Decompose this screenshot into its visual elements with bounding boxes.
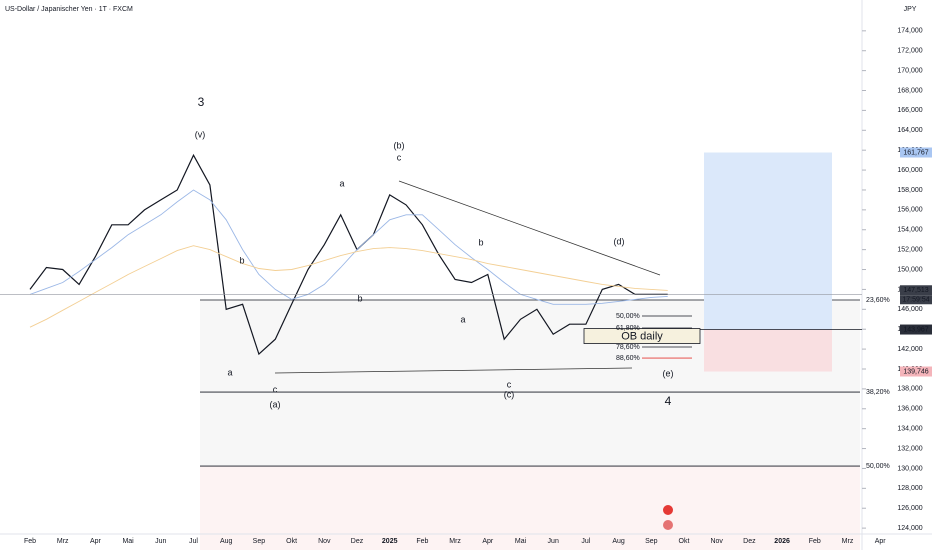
x-tick-label: Feb [809, 538, 821, 545]
x-tick-label: Jul [581, 538, 590, 545]
y-tick-label: 136,000 [897, 406, 922, 413]
y-tick-label: 172,000 [897, 48, 922, 55]
x-tick-label: Jun [155, 538, 166, 545]
wave-label: (b) [394, 140, 405, 150]
y-tick-label: 138,000 [897, 386, 922, 393]
price-tag-label: 139,746 [903, 368, 928, 375]
y-tick-label: 150,000 [897, 266, 922, 273]
wave-label: b [239, 255, 244, 265]
y-tick-label: 166,000 [897, 107, 922, 114]
ob-label: OB daily [621, 330, 663, 342]
y-tick-label: 146,000 [897, 306, 922, 313]
fib-extension-label: 78,60% [616, 344, 640, 351]
x-tick-label: Okt [679, 538, 690, 545]
trendline [274, 367, 633, 374]
event-icon [663, 520, 673, 530]
x-tick-label: Apr [90, 538, 102, 545]
x-tick-label: Dez [351, 538, 364, 545]
chart-title: US-Dollar / Japanischer Yen · 1T · FXCM [5, 6, 133, 13]
x-tick-label: 2026 [774, 538, 790, 545]
y-tick-label: 142,000 [897, 346, 922, 353]
x-tick-label: Aug [612, 538, 625, 545]
x-tick-label: Nov [318, 538, 331, 545]
fib-label: 38,20% [866, 389, 890, 396]
y-tick-label: 132,000 [897, 445, 922, 452]
event-icon [663, 505, 673, 515]
price-tag-label: 161,767 [903, 149, 928, 156]
x-tick-label: Sep [253, 538, 266, 545]
x-tick-label: Feb [24, 538, 36, 545]
wave-label: 3 [198, 95, 205, 109]
price-tag-label: 147,513 [903, 287, 928, 294]
x-tick-label: Dez [743, 538, 756, 545]
x-tick-label: Mrz [842, 538, 854, 545]
y-tick-label: 168,000 [897, 87, 922, 94]
x-tick-label: Sep [645, 538, 658, 545]
wave-label: b [478, 237, 483, 247]
fib-label: 23,60% [866, 297, 890, 304]
y-tick-label: 154,000 [897, 227, 922, 234]
x-tick-label: Mrz [57, 538, 69, 545]
price-line [29, 189, 668, 305]
target-zone [704, 152, 832, 330]
wave-label: 4 [665, 394, 672, 408]
wave-label: c [397, 152, 402, 162]
wave-label: (c) [504, 389, 515, 399]
stop-zone [704, 329, 832, 372]
fib-extension-label: 88,60% [616, 355, 640, 362]
fib-label: 50,00% [866, 463, 890, 470]
wave-label: (e) [663, 368, 674, 378]
x-tick-label: Nov [710, 538, 723, 545]
x-tick-label: Apr [875, 538, 887, 545]
y-tick-label: 164,000 [897, 127, 922, 134]
y-tick-label: 158,000 [897, 187, 922, 194]
wave-label: (v) [195, 129, 206, 139]
x-tick-label: Jun [548, 538, 559, 545]
retracement-zone [200, 466, 860, 550]
wave-label: b [357, 293, 362, 303]
fib-extension-label: 50,00% [616, 313, 640, 320]
y-tick-label: 160,000 [897, 167, 922, 174]
x-tick-label: Okt [286, 538, 297, 545]
trendline [398, 180, 661, 276]
fib-extension-label: 61,80% [616, 325, 640, 332]
y-tick-label: 128,000 [897, 485, 922, 492]
y-tick-label: 170,000 [897, 67, 922, 74]
price-tag [900, 366, 932, 377]
y-tick-label: 124,000 [897, 525, 922, 532]
y-tick-label: 156,000 [897, 207, 922, 214]
countdown: 17:59:54 [902, 297, 929, 304]
price-tag [900, 324, 932, 335]
price-tag [900, 147, 932, 158]
x-tick-label: Mai [515, 538, 527, 545]
price-tag-label: 143,967 [903, 326, 928, 333]
wave-label: a [227, 367, 232, 377]
x-tick-label: Aug [220, 538, 233, 545]
wave-label: (a) [270, 399, 281, 409]
wave-label: a [460, 314, 465, 324]
price-tag [900, 285, 932, 296]
wave-label: c [507, 379, 512, 389]
y-tick-label: 130,000 [897, 465, 922, 472]
price-line [29, 153, 668, 356]
countdown-bg [900, 295, 932, 305]
wave-label: (d) [614, 236, 625, 246]
x-tick-label: Feb [416, 538, 428, 545]
x-tick-label: Jul [189, 538, 198, 545]
y-tick-label: 134,000 [897, 426, 922, 433]
x-tick-label: Mai [122, 538, 134, 545]
wave-label: c [273, 384, 278, 394]
x-tick-label: 2025 [382, 538, 398, 545]
wave-label: a [339, 178, 344, 188]
y-tick-label: 174,000 [897, 28, 922, 35]
y-tick-label: 152,000 [897, 246, 922, 253]
y-tick-label: 126,000 [897, 505, 922, 512]
currency-label: JPY [904, 6, 917, 13]
x-tick-label: Mrz [449, 538, 461, 545]
ob-box [583, 328, 701, 344]
x-tick-label: Apr [482, 538, 494, 545]
price-line [29, 245, 668, 328]
